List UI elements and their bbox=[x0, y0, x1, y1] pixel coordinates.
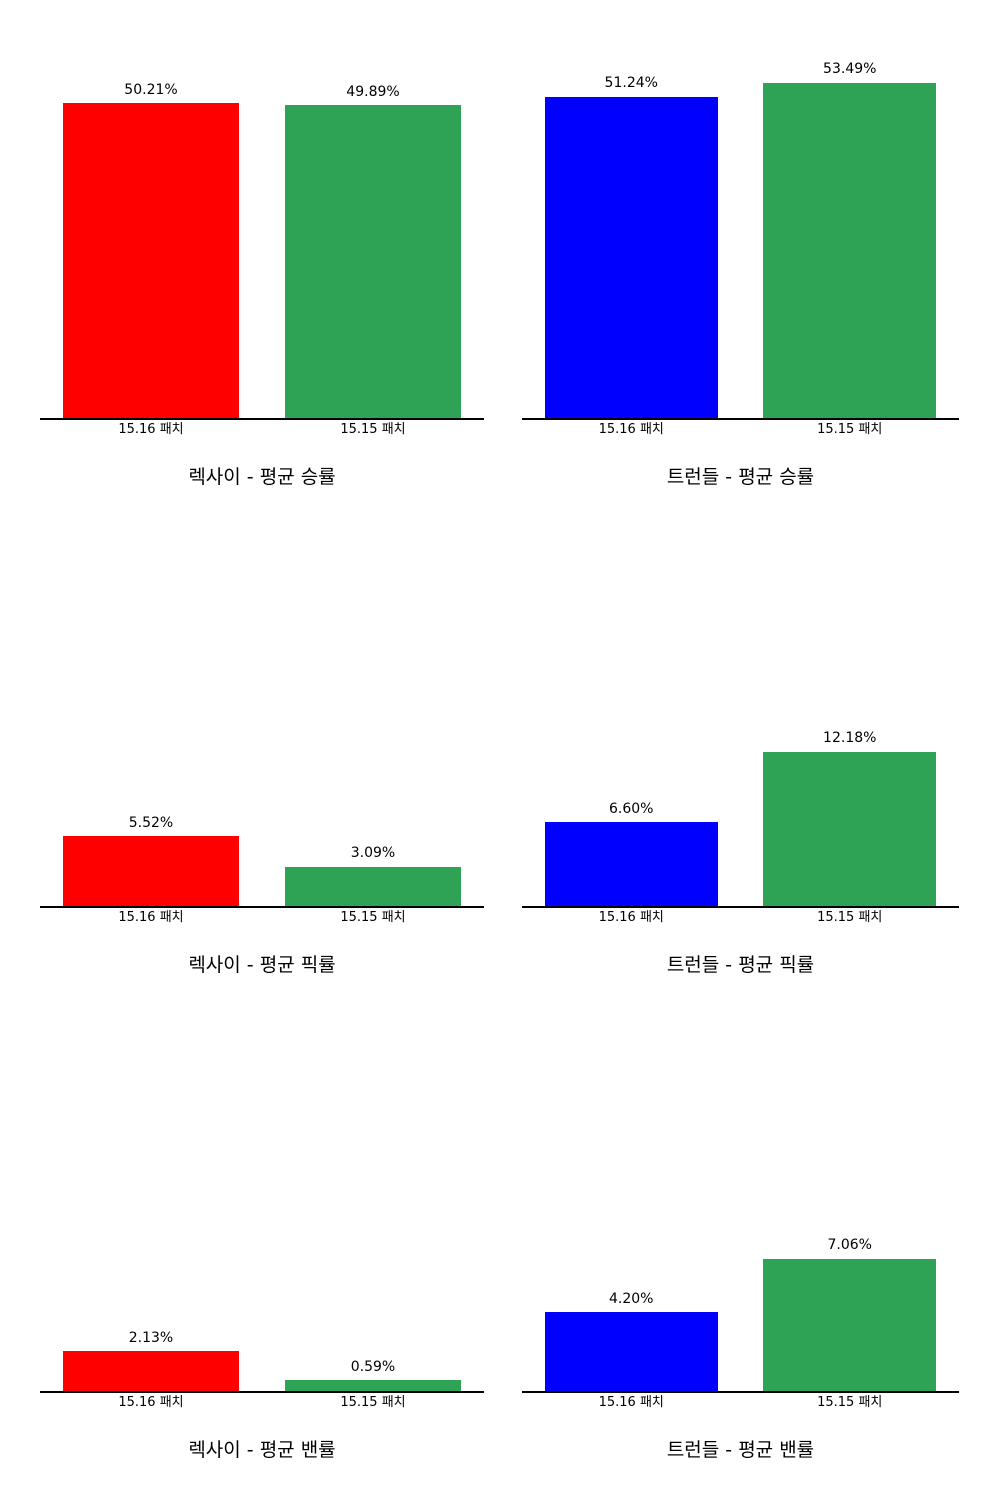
bar-value-label: 51.24% bbox=[604, 75, 658, 92]
bar-value-label: 0.59% bbox=[350, 1358, 396, 1375]
bar-value-label: 6.60% bbox=[609, 801, 654, 818]
x-tick-label: 15.15 패치 bbox=[340, 910, 406, 925]
chart-title: 렉사이 - 평균 픽률 bbox=[188, 954, 336, 976]
x-tick-label: 15.16 패치 bbox=[598, 422, 664, 437]
bar-value-label: 3.09% bbox=[350, 845, 396, 862]
chart-trundle-pickrate: 6.60% 12.18% 15.16 패치 15.15 패치 트런들 - 평균 … bbox=[522, 730, 959, 976]
bar-value-label: 53.49% bbox=[823, 61, 877, 78]
plot-area: 51.24% 53.49% bbox=[522, 61, 959, 420]
chart-reksai-winrate: 50.21% 49.89% 15.16 패치 15.15 패치 렉사이 - 평균… bbox=[40, 66, 484, 488]
plot-area: 50.21% 49.89% bbox=[40, 66, 484, 420]
bar-patch-1515 bbox=[285, 105, 461, 418]
bar-patch-1515 bbox=[763, 82, 937, 418]
x-tick-label: 15.16 패치 bbox=[118, 1395, 184, 1410]
bar-patch-1516 bbox=[544, 822, 718, 906]
x-tick-label: 15.16 패치 bbox=[118, 910, 184, 925]
bar-patch-1515 bbox=[285, 866, 461, 906]
chart-reksai-pickrate: 5.52% 3.09% 15.16 패치 15.15 패치 렉사이 - 평균 픽… bbox=[40, 744, 484, 976]
chart-reksai-banrate: 2.13% 0.59% 15.16 패치 15.15 패치 렉사이 - 평균 밴… bbox=[40, 1252, 484, 1461]
bar-value-label: 2.13% bbox=[128, 1329, 174, 1346]
x-tick-label: 15.15 패치 bbox=[817, 1395, 883, 1410]
bar-patch-1516 bbox=[63, 1351, 239, 1391]
x-tick-label: 15.15 패치 bbox=[817, 910, 883, 925]
bar-patch-1515 bbox=[763, 751, 937, 906]
chart-trundle-winrate: 51.24% 53.49% 15.16 패치 15.15 패치 트런들 - 평균… bbox=[522, 61, 959, 488]
bar-patch-1515 bbox=[285, 1379, 461, 1391]
bar-patch-1515 bbox=[763, 1258, 937, 1391]
plot-area: 2.13% 0.59% bbox=[40, 1252, 484, 1393]
chart-title: 렉사이 - 평균 승률 bbox=[188, 466, 336, 488]
chart-title: 트런들 - 평균 승률 bbox=[666, 466, 815, 488]
x-tick-label: 15.16 패치 bbox=[118, 422, 184, 437]
plot-area: 6.60% 12.18% bbox=[522, 730, 959, 908]
bar-value-label: 5.52% bbox=[128, 814, 174, 831]
x-tick-label: 15.15 패치 bbox=[340, 422, 406, 437]
bar-patch-1516 bbox=[63, 836, 239, 906]
bar-value-label: 12.18% bbox=[823, 730, 877, 747]
x-tick-label: 15.16 패치 bbox=[598, 910, 664, 925]
bar-value-label: 7.06% bbox=[827, 1237, 872, 1254]
x-tick-label: 15.16 패치 bbox=[598, 1395, 664, 1410]
chart-title: 렉사이 - 평균 밴률 bbox=[188, 1439, 336, 1461]
chart-trundle-banrate: 4.20% 7.06% 15.16 패치 15.15 패치 트런들 - 평균 밴… bbox=[522, 1237, 959, 1461]
bar-patch-1516 bbox=[63, 103, 239, 418]
bar-value-label: 50.21% bbox=[124, 81, 178, 98]
bar-value-label: 4.20% bbox=[609, 1290, 654, 1307]
plot-area: 4.20% 7.06% bbox=[522, 1237, 959, 1393]
bar-value-label: 49.89% bbox=[346, 83, 400, 100]
plot-area: 5.52% 3.09% bbox=[40, 744, 484, 908]
chart-title: 트런들 - 평균 밴률 bbox=[666, 1439, 815, 1461]
bar-patch-1516 bbox=[544, 96, 718, 418]
chart-title: 트런들 - 평균 픽률 bbox=[666, 954, 815, 976]
x-tick-label: 15.15 패치 bbox=[340, 1395, 406, 1410]
bar-patch-1516 bbox=[544, 1312, 718, 1391]
x-tick-label: 15.15 패치 bbox=[817, 422, 883, 437]
